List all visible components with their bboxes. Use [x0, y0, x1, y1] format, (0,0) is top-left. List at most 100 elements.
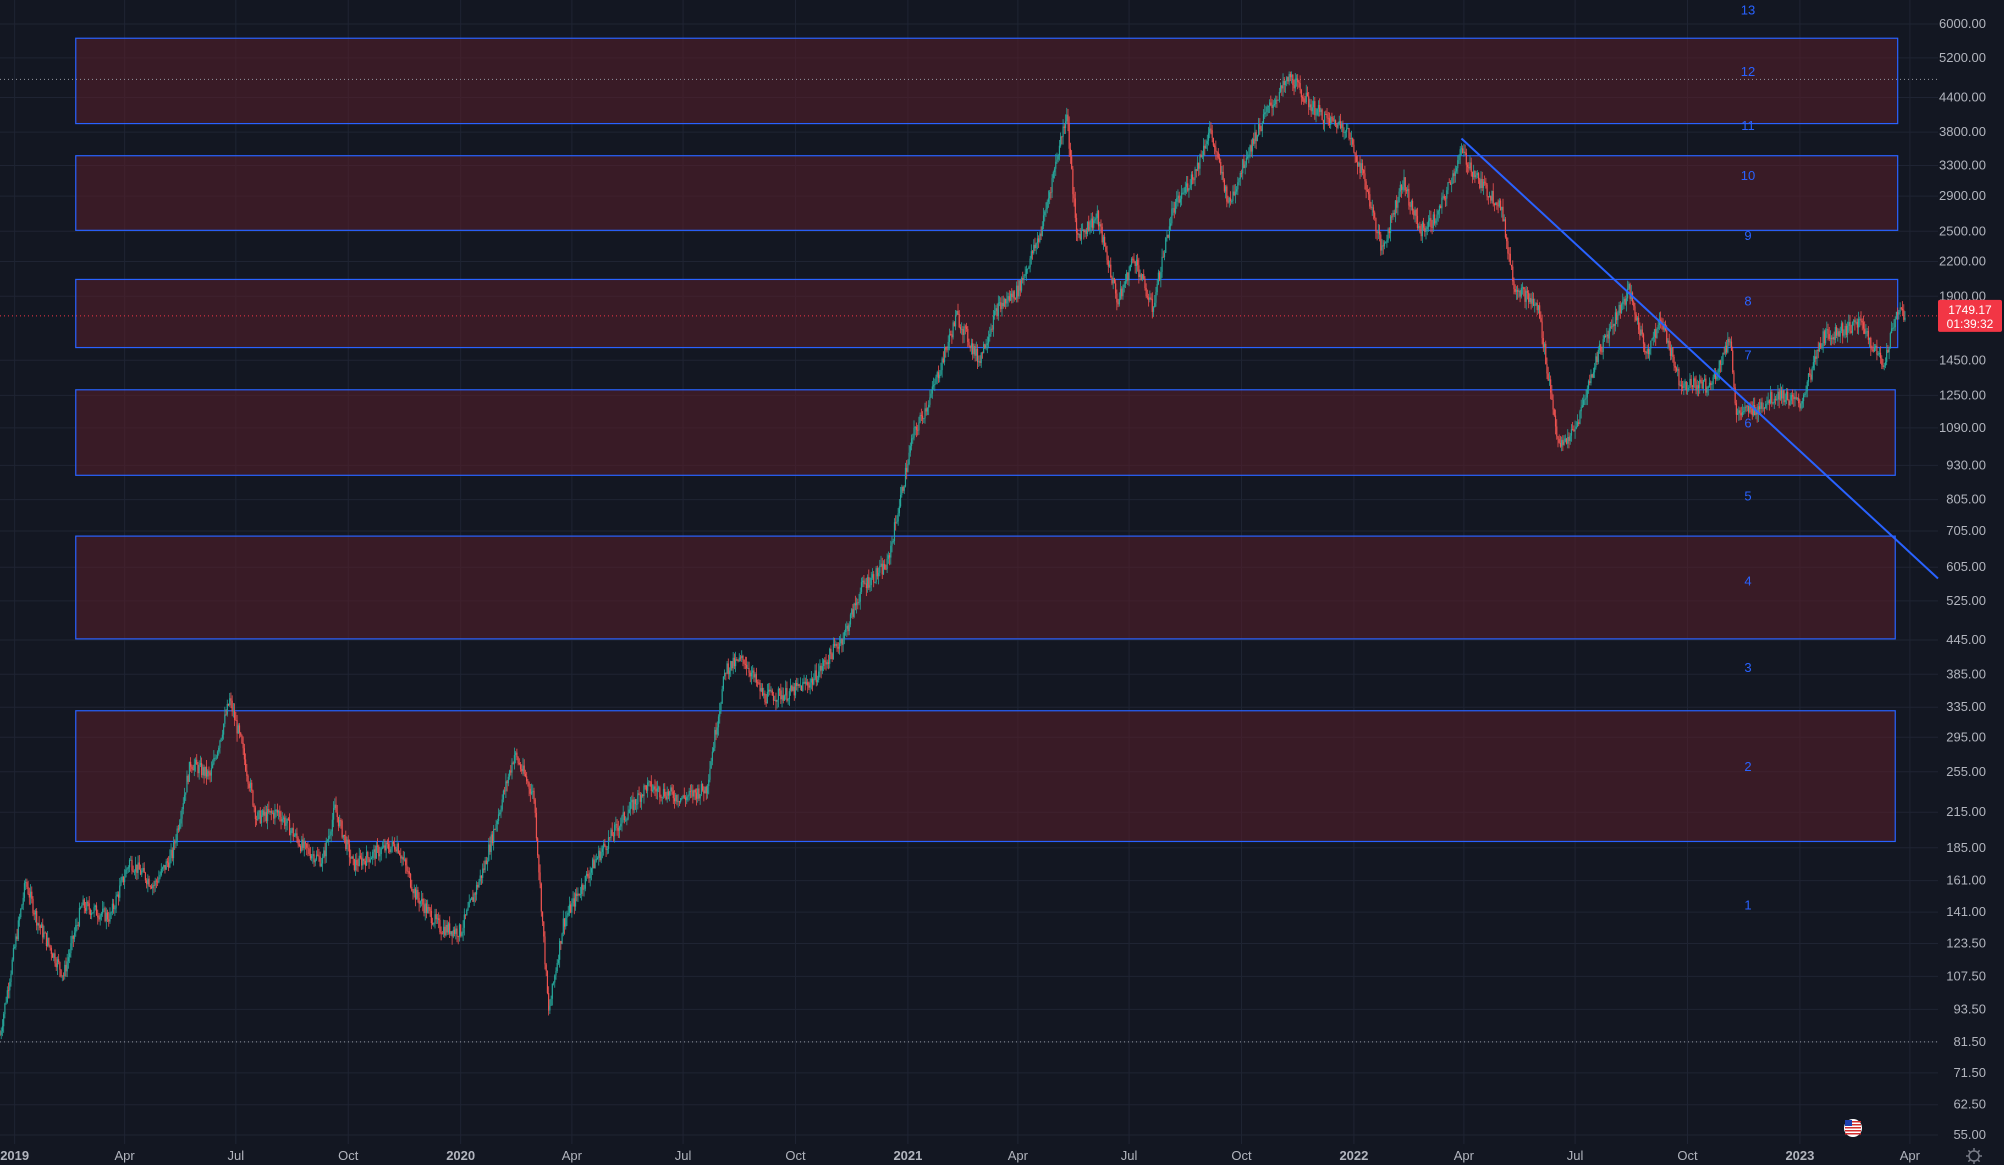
candle: [684, 795, 687, 807]
candle: [125, 865, 127, 878]
candle: [1112, 271, 1114, 290]
candle: [1240, 169, 1243, 178]
candle: [833, 637, 836, 648]
time-tick: Jul: [1567, 1148, 1584, 1163]
us-flag-icon[interactable]: [1844, 1119, 1862, 1137]
zone-box[interactable]: [75, 389, 1896, 476]
candle: [653, 784, 655, 794]
price-tick: 255.00: [1946, 764, 1986, 779]
time-tick: Oct: [1677, 1148, 1698, 1163]
candle: [1787, 388, 1789, 401]
candle: [1785, 388, 1788, 405]
candle: [369, 851, 371, 864]
candle: [1270, 95, 1272, 107]
candle: [335, 796, 337, 813]
candle: [658, 785, 660, 793]
candle: [493, 824, 495, 851]
candle: [880, 555, 882, 567]
candle: [1722, 352, 1724, 366]
zone-box[interactable]: [75, 278, 1899, 349]
candle: [1259, 118, 1261, 135]
candle: [297, 836, 299, 848]
candle: [887, 551, 889, 564]
candle: [127, 865, 129, 873]
candle: [722, 676, 724, 692]
candle: [33, 909, 35, 921]
zone-box[interactable]: [75, 710, 1896, 843]
candle: [524, 769, 527, 778]
candle: [21, 903, 23, 910]
candle: [785, 680, 787, 700]
candle: [1129, 264, 1131, 272]
candle: [303, 837, 305, 857]
price-axis[interactable]: 6000.005200.004400.003800.003300.002900.…: [1939, 16, 1986, 1142]
candle: [1612, 316, 1614, 336]
candle: [252, 789, 254, 808]
candle: [686, 792, 688, 805]
candle: [809, 678, 811, 695]
candle: [1849, 315, 1851, 335]
candle: [1840, 320, 1843, 334]
candle: [996, 303, 998, 320]
candle: [1696, 379, 1698, 397]
trendlines[interactable]: [1460, 137, 1939, 580]
gear-icon[interactable]: [1966, 1148, 1982, 1164]
candle: [610, 827, 612, 841]
candle: [364, 856, 366, 873]
time-axis[interactable]: 2019 Apr Jul Oct 2020 Apr Jul Oct 2021 Apr Jul Oct 2…: [0, 1148, 1920, 1163]
candle: [626, 817, 628, 826]
candle: [1374, 210, 1376, 221]
candle: [1466, 162, 1469, 175]
candle: [436, 913, 439, 924]
candle: [1222, 164, 1224, 183]
trendline[interactable]: [1460, 137, 1939, 580]
zone-box[interactable]: [75, 37, 1899, 125]
candle: [1309, 98, 1311, 110]
candle: [1647, 343, 1649, 359]
candle: [1892, 323, 1894, 332]
candle: [496, 818, 498, 832]
candle: [1365, 179, 1367, 199]
candle: [1273, 98, 1276, 107]
candle: [174, 839, 176, 850]
candle: [1796, 397, 1799, 401]
candle: [84, 902, 87, 914]
candle: [136, 864, 138, 881]
candle: [289, 813, 291, 836]
candle: [279, 805, 281, 822]
candle: [929, 390, 931, 408]
candle: [1327, 112, 1329, 126]
candle: [1616, 308, 1618, 325]
candle: [1170, 216, 1172, 232]
time-tick: Oct: [1231, 1148, 1252, 1163]
candle: [1123, 281, 1125, 293]
candle: [865, 577, 867, 597]
candle: [805, 674, 808, 686]
candle: [1674, 361, 1676, 373]
candle: [871, 568, 874, 580]
candle: [589, 866, 591, 887]
candle: [340, 818, 342, 829]
candle: [1171, 200, 1173, 226]
candle: [114, 905, 116, 916]
candle: [950, 330, 952, 336]
candle: [165, 858, 167, 870]
candle: [888, 552, 891, 566]
candle: [852, 604, 854, 619]
candle: [837, 642, 839, 654]
candle: [209, 770, 211, 783]
candle: [983, 341, 985, 354]
candle: [672, 784, 674, 805]
candle: [1198, 162, 1200, 177]
candle: [1363, 168, 1365, 179]
candle: [1831, 335, 1833, 346]
candle: [788, 688, 790, 706]
candle: [1333, 115, 1335, 126]
zone-box[interactable]: [75, 535, 1896, 640]
candle: [749, 670, 751, 683]
candle: [223, 723, 225, 740]
zone-box[interactable]: [75, 155, 1899, 231]
candle: [274, 803, 276, 825]
